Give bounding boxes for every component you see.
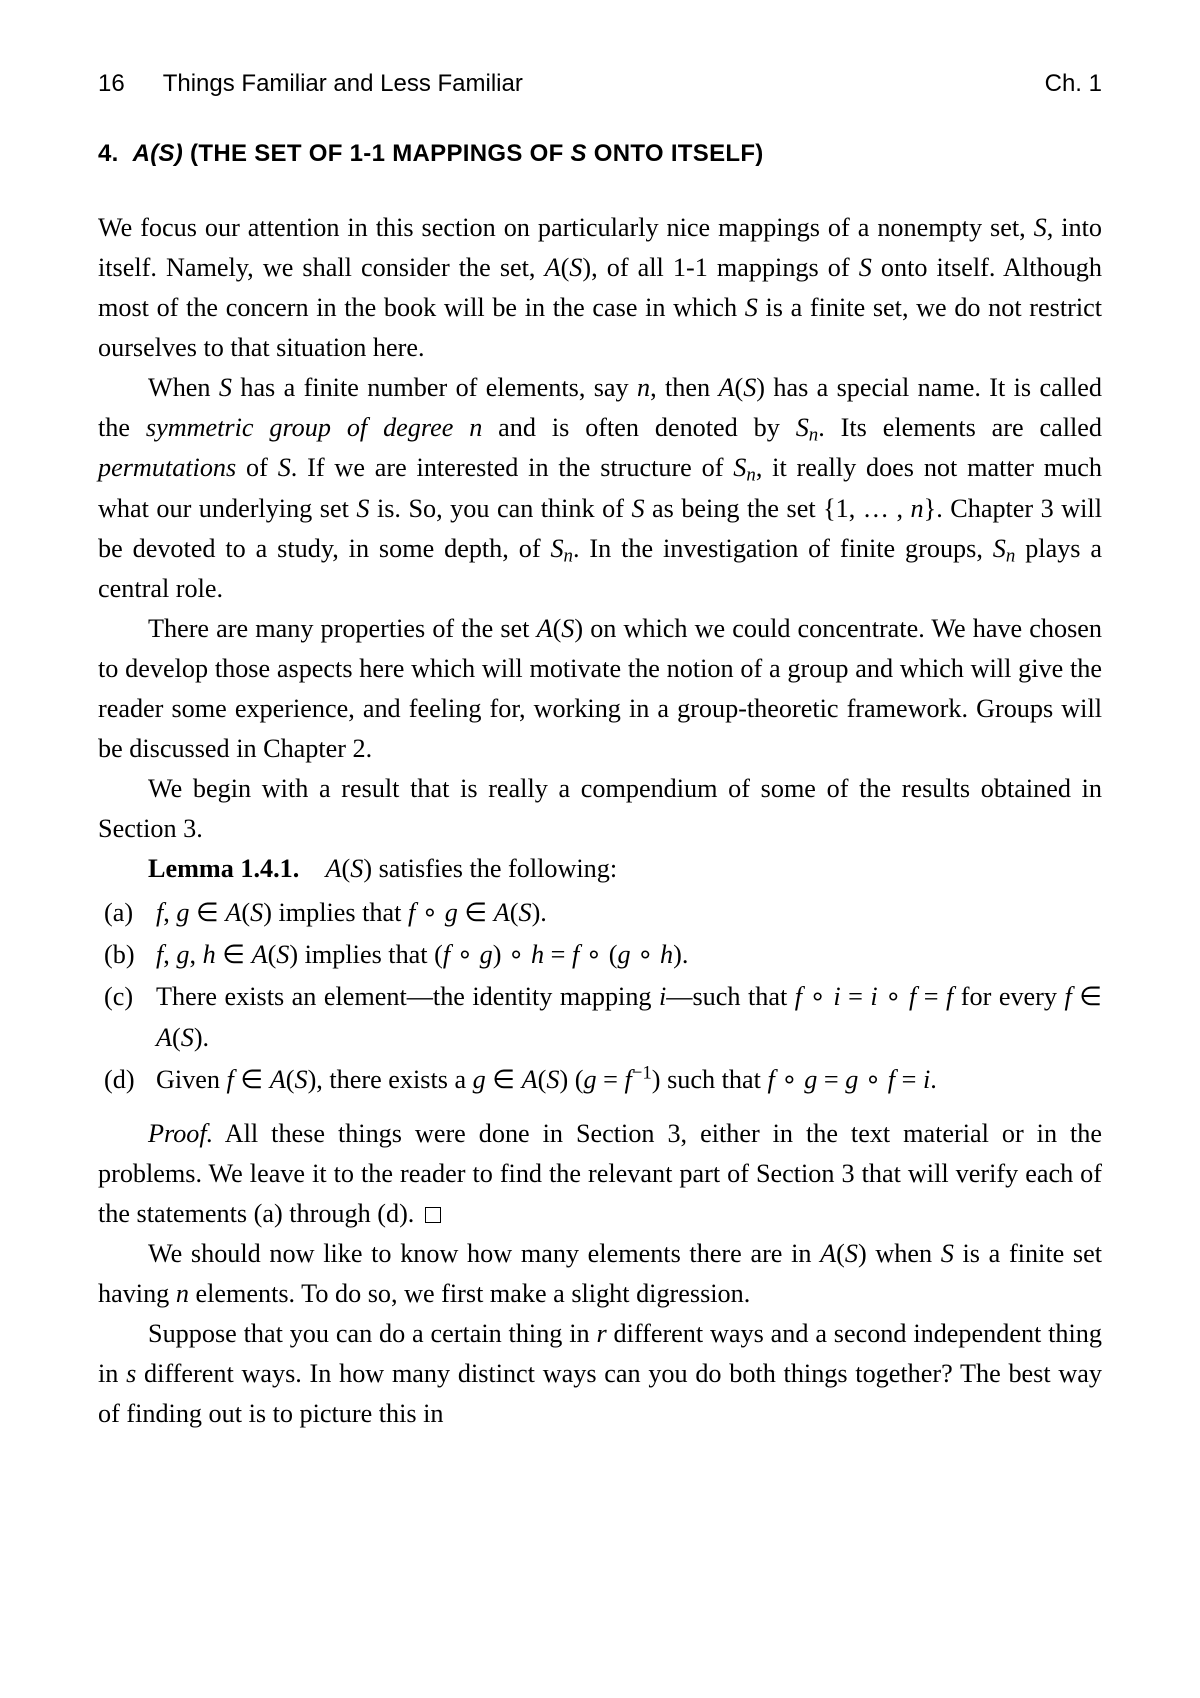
- qed-box-icon: [425, 1207, 441, 1223]
- list-item-d: (d) Given f ∈ A(S), there exists a g ∈ A…: [98, 1060, 1102, 1100]
- paragraph-4: We begin with a result that is really a …: [98, 769, 1102, 849]
- chapter-title: Things Familiar and Less Familiar: [163, 70, 523, 98]
- section-title: 4. A(S) (THE SET OF 1-1 MAPPINGS OF S ON…: [98, 140, 1102, 168]
- paragraph-5: We should now like to know how many elem…: [98, 1234, 1102, 1314]
- lemma-label: Lemma 1.4.1.: [148, 854, 299, 883]
- list-label-c: (c): [98, 977, 156, 1057]
- page-header: 16 Things Familiar and Less Familiar Ch.…: [98, 70, 1102, 98]
- list-body-a: f, g ∈ A(S) implies that f ∘ g ∈ A(S).: [156, 893, 1102, 933]
- paragraph-3: There are many properties of the set A(S…: [98, 609, 1102, 769]
- list-label-a: (a): [98, 893, 156, 933]
- list-label-d: (d): [98, 1060, 156, 1100]
- proof-label: Proof.: [148, 1119, 213, 1148]
- paragraph-6: Suppose that you can do a certain thing …: [98, 1314, 1102, 1434]
- list-item-a: (a) f, g ∈ A(S) implies that f ∘ g ∈ A(S…: [98, 893, 1102, 933]
- header-left: 16 Things Familiar and Less Familiar: [98, 70, 523, 98]
- list-label-b: (b): [98, 935, 156, 975]
- paragraph-2: When S has a finite number of elements, …: [98, 368, 1102, 608]
- page-number: 16: [98, 70, 125, 98]
- list-item-c: (c) There exists an element—the identity…: [98, 977, 1102, 1057]
- section-title-s: S: [571, 140, 587, 167]
- lemma-list: (a) f, g ∈ A(S) implies that f ∘ g ∈ A(S…: [98, 893, 1102, 1099]
- section-title-middle: (THE SET OF 1-1 MAPPINGS OF: [183, 140, 570, 167]
- list-body-b: f, g, h ∈ A(S) implies that (f ∘ g) ∘ h …: [156, 935, 1102, 975]
- page: 16 Things Familiar and Less Familiar Ch.…: [0, 0, 1200, 1698]
- proof: Proof. All these things were done in Sec…: [98, 1114, 1102, 1234]
- list-body-c: There exists an element—the identity map…: [156, 977, 1102, 1057]
- section-title-as: A(S): [133, 140, 184, 167]
- lemma: Lemma 1.4.1. A(S) satisfies the followin…: [98, 849, 1102, 889]
- list-item-b: (b) f, g, h ∈ A(S) implies that (f ∘ g) …: [98, 935, 1102, 975]
- section-number: 4.: [98, 140, 119, 167]
- paragraph-1: We focus our attention in this section o…: [98, 208, 1102, 368]
- chapter-label: Ch. 1: [1045, 70, 1102, 98]
- list-body-d: Given f ∈ A(S), there exists a g ∈ A(S) …: [156, 1060, 1102, 1100]
- section-title-end: ONTO ITSELF): [587, 140, 764, 167]
- body-text: We focus our attention in this section o…: [98, 208, 1102, 1434]
